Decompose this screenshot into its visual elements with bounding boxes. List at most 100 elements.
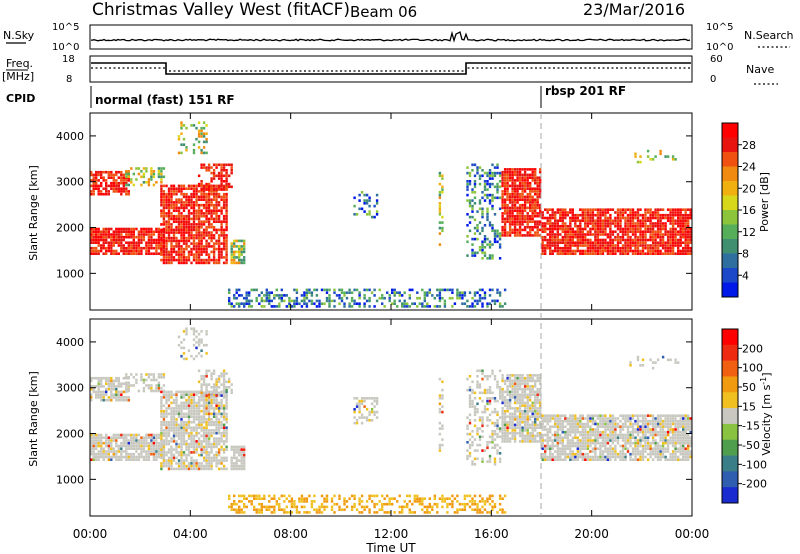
heatmap-cell [438, 427, 442, 430]
heatmap-cell [541, 441, 544, 445]
heatmap-cell [669, 230, 672, 233]
heatmap-cell [674, 233, 677, 236]
heatmap-cell [516, 385, 519, 388]
heatmap-cell [496, 288, 499, 292]
heatmap-cell [368, 288, 371, 292]
heatmap-cell [127, 175, 130, 179]
heatmap-cell [561, 227, 564, 231]
heatmap-cell [684, 219, 687, 222]
heatmap-cell [498, 457, 502, 461]
heatmap-cell [486, 213, 489, 216]
heatmap-cell [215, 420, 218, 424]
heatmap-cell [674, 213, 677, 217]
heatmap-cell [493, 438, 497, 441]
heatmap-cell [187, 209, 191, 212]
heatmap-cell [187, 467, 191, 471]
heatmap-cell [122, 190, 125, 193]
heatmap-cell [340, 296, 344, 300]
heatmap-cell [162, 415, 166, 418]
heatmap-cell [466, 427, 469, 430]
heatmap-cell [501, 198, 504, 201]
heatmap-cell [529, 195, 532, 199]
heatmap-cell [529, 409, 532, 413]
heatmap-cell [127, 241, 130, 244]
heatmap-cell [551, 425, 554, 428]
heatmap-cell [476, 210, 479, 213]
heatmap-cell [403, 302, 406, 305]
heatmap-cell [162, 384, 166, 387]
heatmap-cell [348, 291, 351, 294]
heatmap-cell [486, 193, 489, 197]
heatmap-cell [167, 423, 171, 427]
heatmap-cell [197, 250, 201, 254]
heatmap-cell [167, 464, 171, 468]
heatmap-cell [233, 464, 236, 468]
heatmap-cell [215, 423, 218, 427]
heatmap-cell [506, 212, 509, 215]
heatmap-cell [689, 249, 692, 253]
heatmap-cell [205, 234, 208, 237]
heatmap-cell [177, 187, 181, 190]
freq-label: Freq. [6, 57, 33, 70]
heatmap-cell [197, 245, 201, 248]
heatmap-cell [222, 386, 226, 389]
heatmap-cell [140, 252, 143, 255]
heatmap-cell [212, 234, 216, 237]
heatmap-cell [92, 233, 95, 236]
heatmap-cell [569, 238, 572, 242]
heatmap-cell [180, 206, 183, 210]
heatmap-cell [200, 451, 203, 454]
heatmap-cell [513, 231, 517, 234]
heatmap-cell [350, 296, 354, 300]
heatmap-cell [621, 208, 625, 211]
heatmap-cell [225, 415, 228, 418]
heatmap-cell [127, 433, 130, 437]
heatmap-cell [205, 437, 208, 440]
heatmap-cell [529, 437, 532, 440]
heatmap-cell [207, 407, 211, 410]
heatmap-cell [641, 219, 645, 222]
heatmap-cell [212, 169, 216, 172]
heatmap-cell [594, 219, 597, 222]
heatmap-cell [408, 296, 411, 300]
heatmap-cell [220, 426, 223, 429]
heatmap-cell [150, 452, 153, 456]
heatmap-cell [649, 219, 652, 222]
heatmap-cell [513, 203, 517, 207]
heatmap-cell [202, 377, 206, 381]
heatmap-cell [616, 219, 620, 222]
heatmap-cell [476, 432, 479, 436]
heatmap-cell [195, 198, 198, 201]
heatmap-cell [604, 233, 607, 236]
heatmap-cell [102, 244, 105, 247]
heatmap-cell [503, 198, 507, 201]
heatmap-cell [240, 445, 243, 449]
heatmap-cell [150, 241, 153, 244]
heatmap-cell [629, 208, 632, 211]
heatmap-cell [523, 407, 527, 410]
heatmap-cell [167, 258, 171, 262]
heatmap-cell [651, 216, 655, 220]
heatmap-cell [125, 190, 128, 193]
heatmap-cell [212, 184, 216, 188]
heatmap-cell [195, 214, 198, 218]
heatmap-cell [120, 441, 123, 445]
heatmap-cell [571, 235, 574, 239]
heatmap-cell [195, 401, 198, 405]
heatmap-cell [513, 225, 517, 229]
heatmap-cell [117, 444, 120, 448]
heatmap-cell [529, 415, 532, 418]
heatmap-cell [664, 233, 667, 236]
heatmap-cell [190, 354, 193, 358]
heatmap-cell [220, 174, 223, 178]
heatmap-cell [190, 429, 193, 432]
heatmap-cell [205, 253, 208, 256]
heatmap-cell [160, 184, 163, 188]
heatmap-cell [197, 198, 201, 201]
heatmap-cell [200, 423, 203, 427]
heatmap-cell [654, 155, 657, 158]
heatmap-cell [345, 296, 349, 300]
heatmap-cell [210, 459, 213, 462]
heatmap-cell [90, 192, 93, 196]
heatmap-cell [305, 294, 309, 297]
